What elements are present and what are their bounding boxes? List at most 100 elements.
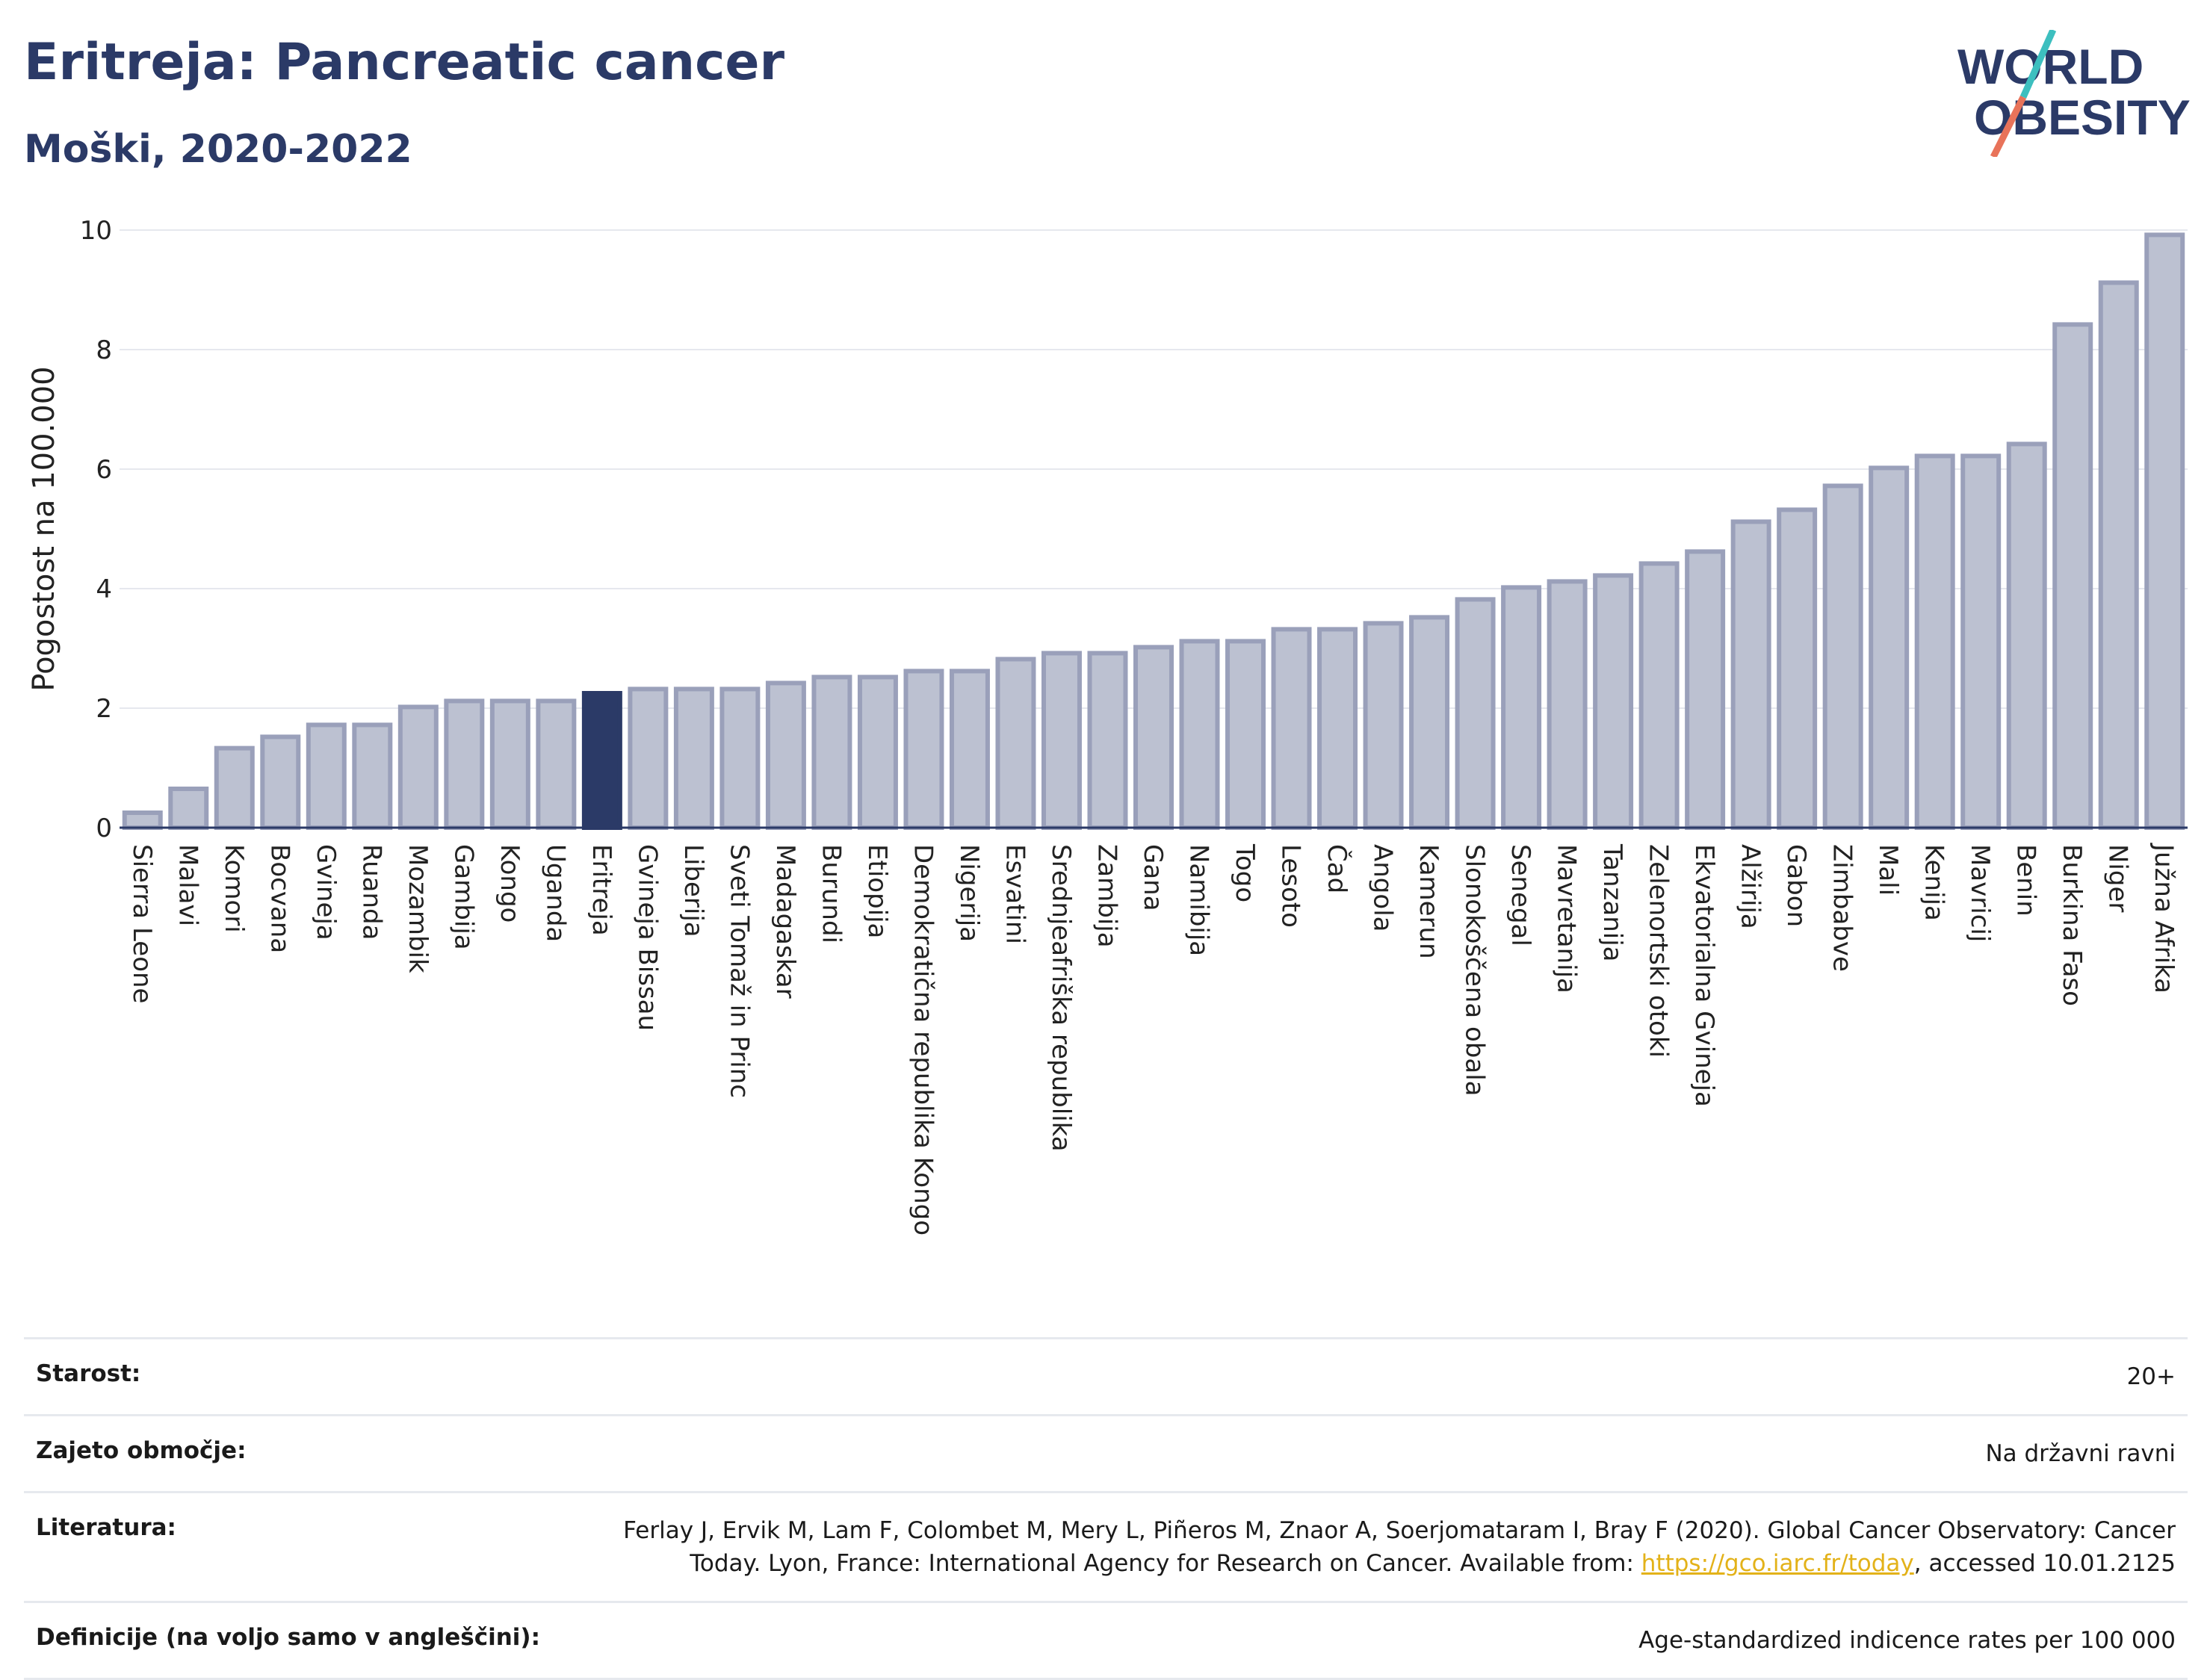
x-tick-label: Gvineja: [311, 844, 341, 940]
bar: [2144, 232, 2185, 830]
x-tick-label: Bocvana: [264, 844, 294, 953]
x-tick-label: Gabon: [1781, 844, 1811, 927]
x-tick-label: Mavretanija: [1552, 844, 1582, 994]
x-tick-label: Eritreja: [586, 844, 616, 936]
x-tick-label: Esvatini: [1000, 844, 1030, 944]
bar: [1041, 651, 1082, 831]
x-tick-label: Gambija: [448, 844, 478, 950]
meta-label: Starost:: [36, 1360, 141, 1387]
metadata-table: Starost: 20+ Zajeto območje: Na državni …: [24, 1337, 2188, 1680]
x-tick-label: Namibija: [1184, 844, 1214, 956]
bar: [903, 669, 944, 831]
x-tick-label: Nigerija: [954, 844, 984, 942]
bar: [1225, 639, 1266, 831]
bar: [1914, 453, 1955, 831]
bar: [1455, 597, 1496, 831]
x-tick-label: Lesoto: [1276, 844, 1306, 928]
bar: [673, 686, 714, 831]
page-title: Eritreja: Pancreatic cancer: [24, 33, 785, 92]
meta-value: Na državni ravni: [1985, 1440, 2176, 1467]
bar: [1179, 639, 1220, 831]
meta-value: Age-standardized indicence rates per 100…: [1638, 1627, 2176, 1654]
x-tick-label: Zambija: [1092, 844, 1121, 948]
x-tick-label: Gvineja Bissau: [632, 844, 662, 1031]
x-tick-label: Gana: [1138, 844, 1168, 911]
x-tick-label: Senegal: [1505, 844, 1535, 946]
x-tick-label: Alžirija: [1736, 844, 1765, 929]
x-tick-label: Ruanda: [356, 844, 386, 940]
bar: [260, 734, 301, 831]
meta-value: Ferlay J, Ervik M, Lam F, Colombet M, Me…: [569, 1514, 2176, 1580]
x-tick-label: Tanzanija: [1597, 843, 1627, 961]
bar: [122, 810, 163, 830]
bar: [1317, 627, 1358, 831]
logo-slash-teal-icon: [2019, 30, 2057, 99]
meta-value: 20+: [2126, 1363, 2176, 1390]
y-tick-label: 8: [96, 335, 112, 365]
x-tick-label: Burkina Faso: [2057, 844, 2087, 1006]
bar: [857, 675, 898, 831]
bar: [489, 698, 530, 831]
meta-row-coverage: Zajeto območje: Na državni ravni: [24, 1414, 2188, 1491]
bar-chart: 0 2 4 6 8 10 Pogostost na 100.000 Sierra Leone M…: [27, 216, 2188, 1236]
bar: [2098, 280, 2139, 830]
x-tick-label: Čad: [1322, 844, 1352, 893]
bar: [306, 722, 347, 831]
x-tick-label: Mali: [1873, 844, 1903, 896]
meta-row-literature: Literatura: Ferlay J, Ervik M, Lam F, Co…: [24, 1491, 2188, 1601]
x-tick-label: Sveti Tomaž in Princ: [724, 844, 754, 1098]
meta-label: Definicije (na voljo samo v angleščini):: [36, 1624, 540, 1651]
bar: [1822, 483, 1863, 831]
logo-slash-coral-icon: [1990, 95, 2027, 157]
x-tick-label: Mavricij: [1965, 844, 1995, 942]
bar: [1547, 579, 1588, 831]
source-link[interactable]: https://gco.iarc.fr/today: [1641, 1550, 1914, 1577]
y-tick-label: 6: [96, 455, 112, 485]
x-tick-label: Uganda: [540, 844, 570, 942]
bar: [214, 746, 255, 830]
x-tick-label: Kongo: [495, 844, 524, 923]
meta-label: Literatura:: [36, 1514, 176, 1541]
x-tick-label: Ekvatorialna Gvineja: [1689, 844, 1719, 1107]
bar: [444, 698, 485, 831]
x-tick-label: Kenija: [1919, 844, 1949, 921]
x-tick-label: Demokratična republika Kongo: [908, 844, 938, 1236]
bar: [1869, 465, 1910, 831]
bar: [1960, 453, 2002, 831]
x-tick-label: Benin: [2011, 844, 2041, 917]
meta-row-definitions: Definicije (na voljo samo v angleščini):…: [24, 1601, 2188, 1680]
x-tick-label: Angola: [1368, 844, 1398, 932]
x-tick-label: Liberija: [678, 844, 708, 937]
x-tick-label: Kamerun: [1414, 844, 1443, 959]
world-obesity-logo: WORLD OBESITY: [1957, 30, 2191, 157]
x-tick-label: Zelenortski otoki: [1644, 844, 1674, 1058]
bar: [1363, 621, 1404, 831]
x-tick-label: Srednjeafriška republika: [1046, 844, 1076, 1152]
bar: [765, 681, 806, 831]
x-tick-label: Zimbabve: [1827, 844, 1857, 972]
bar: [168, 787, 209, 830]
y-tick-label: 2: [96, 694, 112, 724]
bar: [719, 686, 761, 831]
bar: [995, 657, 1036, 831]
bar: [949, 669, 990, 831]
y-tick-label: 4: [96, 574, 112, 604]
y-tick-label: 10: [80, 216, 112, 246]
bar: [352, 722, 393, 831]
x-tick-label: Sierra Leone: [127, 844, 157, 1003]
bar: [628, 686, 669, 831]
bar: [1271, 627, 1312, 831]
literature-accessed: , accessed 10.01.2125: [1913, 1550, 2176, 1577]
page-subtitle: Moški, 2020-2022: [24, 127, 412, 172]
meta-row-age: Starost: 20+: [24, 1337, 2188, 1414]
x-tick-label: Slonokoščena obala: [1460, 844, 1490, 1096]
bar: [1087, 651, 1128, 831]
bar: [1593, 573, 1634, 831]
bar: [1730, 519, 1771, 831]
x-tick-label: Togo: [1230, 843, 1260, 902]
meta-label: Zajeto območje:: [36, 1437, 247, 1464]
bar: [397, 704, 439, 831]
bar: [1409, 615, 1450, 831]
bar: [1501, 585, 1542, 831]
bar: [536, 698, 577, 831]
